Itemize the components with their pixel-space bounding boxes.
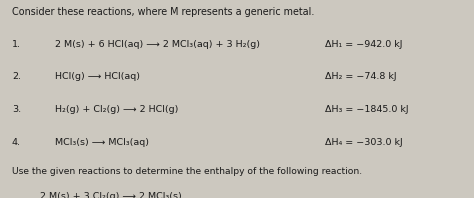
Text: H₂(g) + Cl₂(g) ⟶ 2 HCl(g): H₂(g) + Cl₂(g) ⟶ 2 HCl(g) [55, 105, 178, 114]
Text: ΔH₂ = −74.8 kJ: ΔH₂ = −74.8 kJ [325, 72, 396, 81]
Text: ΔH₄ = −303.0 kJ: ΔH₄ = −303.0 kJ [325, 138, 402, 147]
Text: 2 M(s) + 3 Cl₂(g) ⟶ 2 MCl₃(s): 2 M(s) + 3 Cl₂(g) ⟶ 2 MCl₃(s) [40, 192, 182, 198]
Text: HCl(g) ⟶ HCl(aq): HCl(g) ⟶ HCl(aq) [55, 72, 139, 81]
Text: MCl₃(s) ⟶ MCl₃(aq): MCl₃(s) ⟶ MCl₃(aq) [55, 138, 148, 147]
Text: Use the given reactions to determine the enthalpy of the following reaction.: Use the given reactions to determine the… [12, 167, 362, 176]
Text: 3.: 3. [12, 105, 21, 114]
Text: ΔH₁ = −942.0 kJ: ΔH₁ = −942.0 kJ [325, 40, 402, 49]
Text: 2.: 2. [12, 72, 21, 81]
Text: 2 M(s) + 6 HCl(aq) ⟶ 2 MCl₃(aq) + 3 H₂(g): 2 M(s) + 6 HCl(aq) ⟶ 2 MCl₃(aq) + 3 H₂(g… [55, 40, 259, 49]
Text: 4.: 4. [12, 138, 21, 147]
Text: Consider these reactions, where M represents a generic metal.: Consider these reactions, where M repres… [12, 7, 314, 17]
Text: 1.: 1. [12, 40, 21, 49]
Text: ΔH₃ = −1845.0 kJ: ΔH₃ = −1845.0 kJ [325, 105, 408, 114]
